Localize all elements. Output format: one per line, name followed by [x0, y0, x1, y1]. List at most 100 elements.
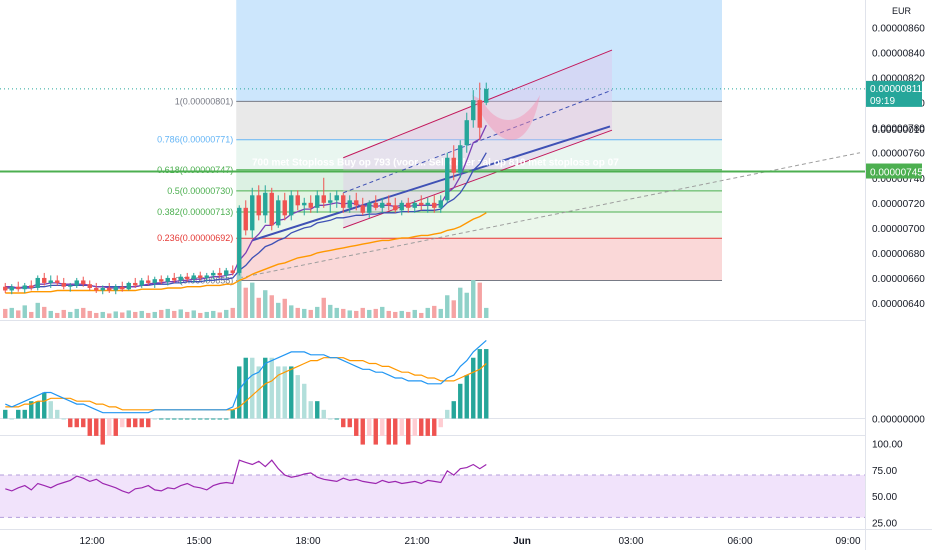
candle-body[interactable]: [191, 275, 196, 280]
candle-body[interactable]: [438, 200, 443, 208]
candle-body[interactable]: [269, 192, 274, 226]
candle-body[interactable]: [276, 200, 281, 226]
candle-body[interactable]: [256, 195, 261, 216]
candle-body[interactable]: [178, 276, 183, 281]
candle-body[interactable]: [159, 279, 164, 282]
candle-body[interactable]: [464, 120, 469, 146]
candle-body[interactable]: [152, 279, 157, 283]
candle-body[interactable]: [425, 202, 430, 206]
candle-body[interactable]: [237, 207, 242, 273]
volume-bar: [399, 310, 404, 318]
macd-histogram-bar: [224, 418, 229, 420]
volume-bar: [133, 311, 138, 318]
candle-body[interactable]: [406, 202, 411, 208]
candle-body[interactable]: [230, 270, 235, 273]
volume-bar: [354, 310, 359, 318]
candle-body[interactable]: [113, 286, 118, 291]
candle-body[interactable]: [308, 202, 313, 208]
candle-body[interactable]: [445, 157, 450, 201]
candle-body[interactable]: [42, 277, 47, 283]
candle-body[interactable]: [321, 195, 326, 203]
candle-body[interactable]: [484, 88, 489, 103]
candle-body[interactable]: [477, 100, 482, 128]
candle-body[interactable]: [165, 277, 170, 282]
candle-body[interactable]: [458, 145, 463, 173]
candle-body[interactable]: [224, 270, 229, 276]
volume-bar: [464, 292, 469, 318]
candle-body[interactable]: [172, 277, 177, 281]
candle-body[interactable]: [302, 202, 307, 206]
candle-body[interactable]: [341, 195, 346, 208]
candle-body[interactable]: [68, 285, 73, 287]
candle-body[interactable]: [61, 282, 66, 287]
macd-histogram-bar: [347, 418, 352, 428]
candle-body[interactable]: [347, 200, 352, 208]
candle-body[interactable]: [451, 157, 456, 173]
candle-body[interactable]: [471, 100, 476, 121]
candle-body[interactable]: [334, 195, 339, 201]
fib-level-label: 0.382(0.00000713): [157, 207, 233, 217]
candle-body[interactable]: [146, 280, 151, 283]
candle-body[interactable]: [328, 200, 333, 203]
candle-body[interactable]: [100, 287, 105, 291]
candle-body[interactable]: [282, 200, 287, 216]
volume-bar: [204, 311, 209, 318]
candle-body[interactable]: [9, 286, 14, 291]
candle-body[interactable]: [289, 195, 294, 216]
candle-body[interactable]: [107, 287, 112, 291]
candle-body[interactable]: [139, 280, 144, 286]
candle-body[interactable]: [419, 202, 424, 206]
macd-histogram-bar: [178, 418, 183, 420]
candle-body[interactable]: [133, 282, 138, 286]
candle-body[interactable]: [412, 202, 417, 208]
candle-body[interactable]: [217, 272, 222, 276]
candle-body[interactable]: [204, 275, 209, 278]
candle-body[interactable]: [87, 284, 92, 288]
candle-body[interactable]: [29, 285, 34, 288]
macd-histogram-bar: [133, 418, 138, 428]
candle-body[interactable]: [399, 202, 404, 211]
candle-body[interactable]: [393, 205, 398, 211]
price-axis-tick: 0.00000740: [872, 174, 925, 185]
candle-body[interactable]: [185, 276, 190, 280]
macd-histogram-bar: [406, 418, 411, 445]
candle-body[interactable]: [380, 202, 385, 208]
macd-histogram-bar: [16, 409, 21, 419]
volume-bar: [445, 295, 450, 318]
macd-histogram-bar: [471, 357, 476, 419]
macd-histogram-bar: [230, 409, 235, 419]
candle-body[interactable]: [211, 272, 216, 276]
candle-body[interactable]: [432, 202, 437, 208]
time-axis-label: 06:00: [727, 536, 752, 547]
candle-body[interactable]: [55, 280, 60, 283]
candle-body[interactable]: [373, 202, 378, 208]
candle-body[interactable]: [315, 195, 320, 208]
candle-body[interactable]: [198, 275, 203, 278]
rsi-axis-tick: 75.00: [872, 466, 897, 477]
candle-body[interactable]: [22, 285, 27, 290]
candle-body[interactable]: [16, 286, 21, 290]
candle-body[interactable]: [3, 286, 8, 291]
candle-body[interactable]: [263, 192, 268, 216]
candle-body[interactable]: [243, 207, 248, 231]
candle-body[interactable]: [74, 280, 79, 286]
macd-histogram-bar: [360, 418, 365, 445]
candle-body[interactable]: [48, 280, 53, 283]
rsi-band: [0, 475, 865, 518]
candle-body[interactable]: [354, 200, 359, 206]
candle-body[interactable]: [120, 286, 125, 290]
candle-body[interactable]: [250, 195, 255, 231]
candle-body[interactable]: [81, 280, 86, 285]
candle-body[interactable]: [367, 202, 372, 213]
volume-bar: [230, 307, 235, 318]
candle-body[interactable]: [386, 202, 391, 206]
volume-bar: [61, 309, 66, 318]
candle-body[interactable]: [35, 277, 40, 288]
candle-body[interactable]: [360, 205, 365, 213]
volume-bar: [276, 302, 281, 318]
candle-body[interactable]: [94, 287, 99, 291]
candle-body[interactable]: [295, 195, 300, 206]
candle-body[interactable]: [126, 282, 131, 290]
